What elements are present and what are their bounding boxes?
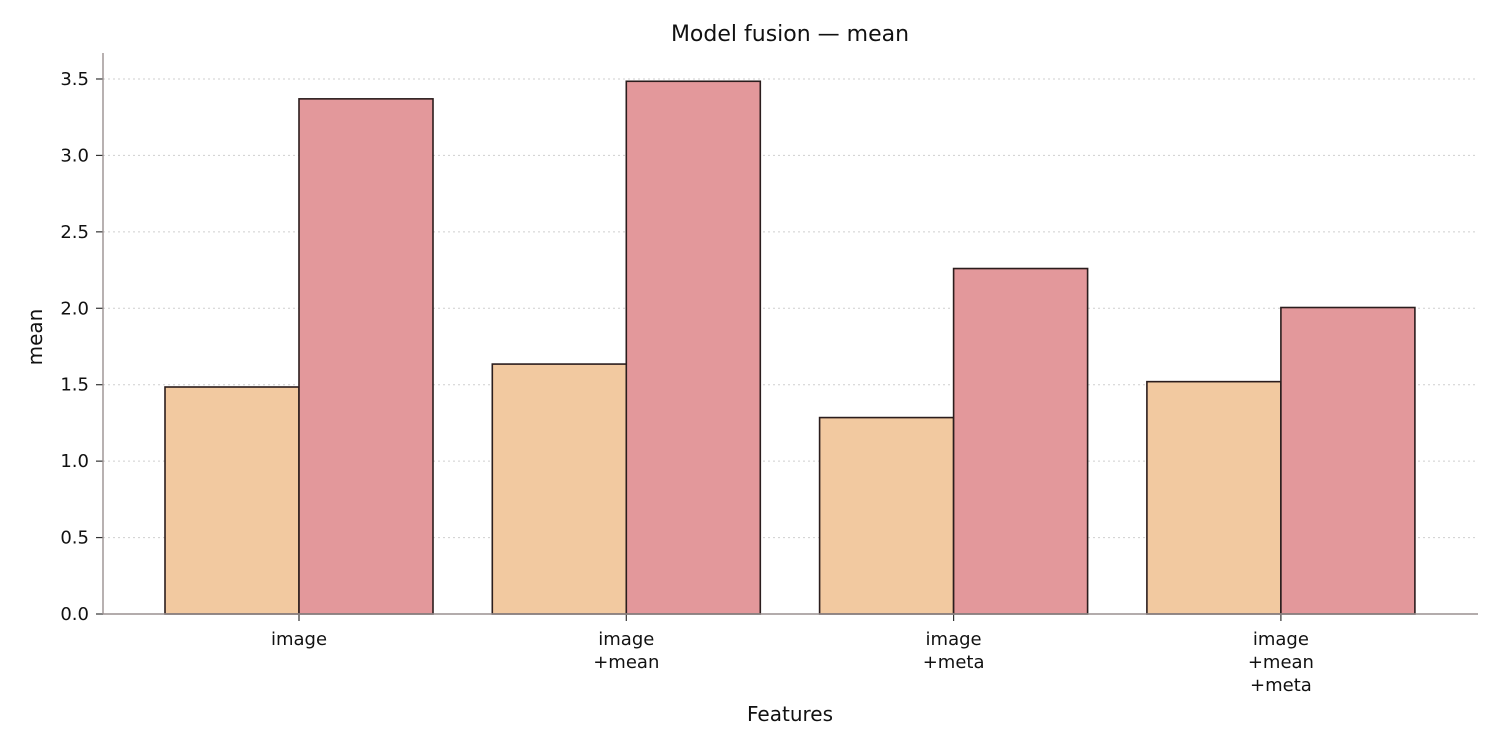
y-tick-label: 3.0 [60,145,89,166]
y-tick-label: 2.0 [60,298,89,319]
x-tick-label-line: image [598,629,654,650]
x-tick-label-line: +meta [1250,675,1312,696]
y-tick-label: 3.5 [60,69,89,90]
x-tick-label-line: +mean [1248,652,1314,673]
bar-series-2-category-4 [1280,306,1416,615]
y-tick-label: 1.5 [60,375,89,396]
y-tick-label: 0.0 [60,604,89,625]
x-tick-label-line: +meta [923,652,985,673]
x-tick-label: image +meta [923,629,985,673]
bar-series-1-category-4 [1146,380,1282,615]
y-tick-label: 2.5 [60,222,89,243]
bar-series-2-category-3 [952,267,1089,615]
bars-layer [164,80,1416,615]
x-tick-label-line: image [926,629,982,650]
y-tick-label: 1.0 [60,451,89,472]
bar-series-2-category-2 [625,80,762,615]
x-tick-label: image +mean +meta [1248,629,1314,696]
bar-series-1-category-2 [491,363,628,615]
x-tick-label: image [271,629,327,650]
y-tick-labels: 0.0 0.5 1.0 1.5 2.0 2.5 3.0 3.5 [60,69,89,625]
x-axis-title: Features [747,702,833,726]
bar-series-1-category-3 [818,416,955,615]
axes-layer [96,53,1478,621]
x-tick-label: image +mean [593,629,659,673]
bar-series-1-category-1 [164,386,300,615]
y-tick-label: 0.5 [60,528,89,549]
x-tick-label-line: image [271,629,327,650]
bar-series-2-category-1 [298,98,434,615]
x-tick-label-line: +mean [593,652,659,673]
chart-title: Model fusion — mean [671,22,909,47]
y-axis-title: mean [23,309,47,366]
x-tick-label-line: image [1253,629,1309,650]
